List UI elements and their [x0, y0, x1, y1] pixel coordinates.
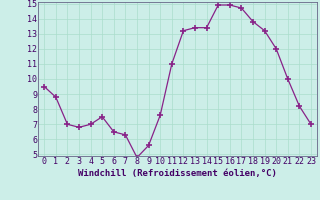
X-axis label: Windchill (Refroidissement éolien,°C): Windchill (Refroidissement éolien,°C) [78, 169, 277, 178]
